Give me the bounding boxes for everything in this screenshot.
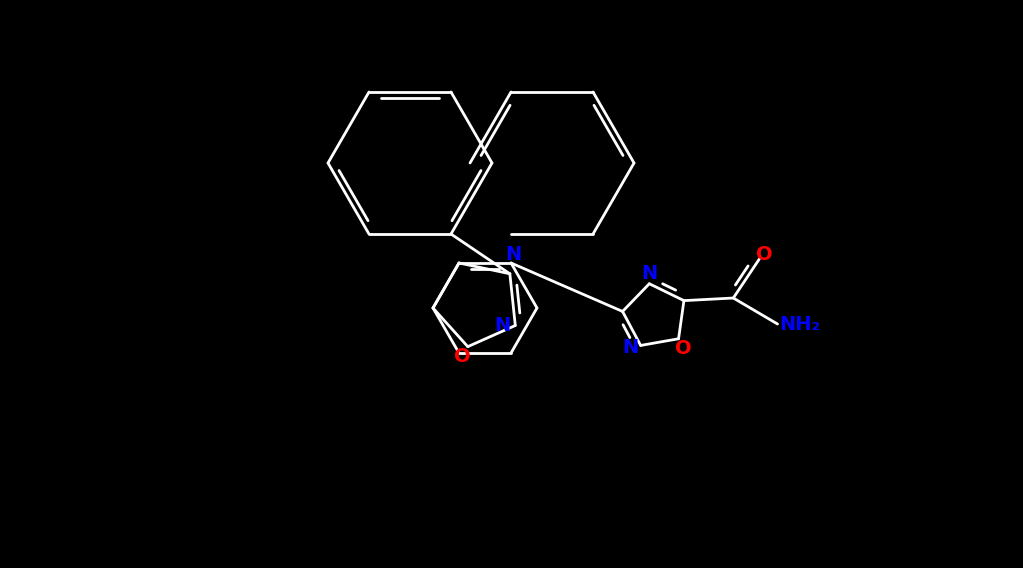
Text: N: N (505, 245, 521, 265)
Text: N: N (494, 316, 510, 335)
Text: O: O (675, 339, 692, 358)
Text: NH₂: NH₂ (780, 315, 820, 333)
Text: N: N (623, 338, 638, 357)
Text: O: O (454, 347, 472, 366)
Text: O: O (756, 244, 772, 264)
Text: N: N (641, 264, 658, 283)
